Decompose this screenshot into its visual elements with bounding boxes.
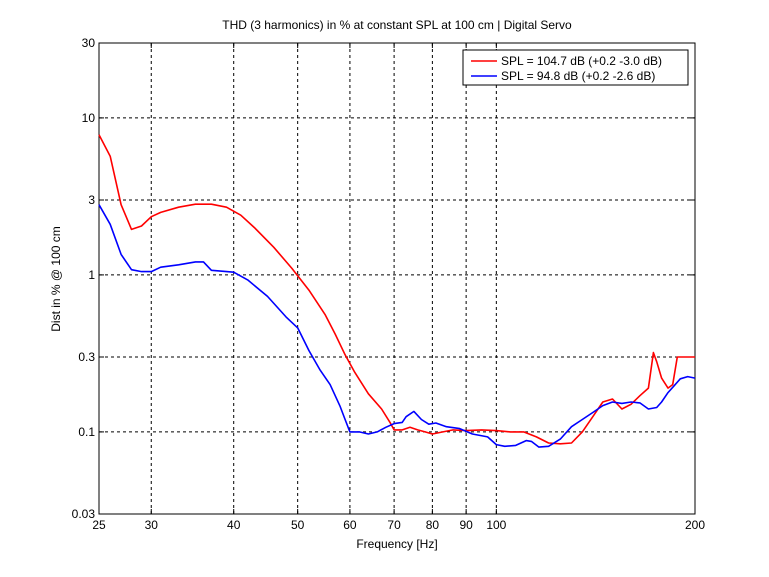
legend-label: SPL = 94.8 dB (+0.2 -2.6 dB) [501,69,655,83]
grid [99,43,695,514]
plot-frame [98,42,696,515]
x-tick-label: 80 [426,518,440,532]
y-tick-label: 0.03 [72,507,96,521]
x-tick-label: 50 [291,518,305,532]
series-lines [98,134,696,448]
y-tick-label: 1 [88,268,95,282]
series-line-2 [98,204,696,448]
x-tick-label: 60 [343,518,357,532]
legend-label: SPL = 104.7 dB (+0.2 -3.0 dB) [501,54,662,68]
y-tick-label: 10 [82,111,96,125]
series-line-1 [98,134,695,445]
x-axis-label: Frequency [Hz] [356,537,437,551]
y-tick-label: 0.3 [78,350,95,364]
legend: SPL = 104.7 dB (+0.2 -3.0 dB)SPL = 94.8 … [462,49,689,86]
x-tick-label: 40 [227,518,241,532]
legend-box [462,49,689,86]
x-tick-label: 25 [92,518,106,532]
y-tick-label: 30 [82,36,96,50]
y-tick-label: 0.1 [78,425,95,439]
x-tick-label: 90 [459,518,473,532]
y-tick-label: 3 [88,193,95,207]
y-axis-label: Dist in % @ 100 cm [49,226,63,332]
chart-title: THD (3 harmonics) in % at constant SPL a… [222,18,572,32]
x-tick-label: 70 [387,518,401,532]
x-tick-label: 200 [685,518,705,532]
x-tick-label: 30 [145,518,159,532]
x-tick-label: 100 [486,518,506,532]
axis-ticks: 25 30 40 50 60 70 80 90 100 200 0.03 0.1 0.3 1 3 10 30 [72,36,706,532]
